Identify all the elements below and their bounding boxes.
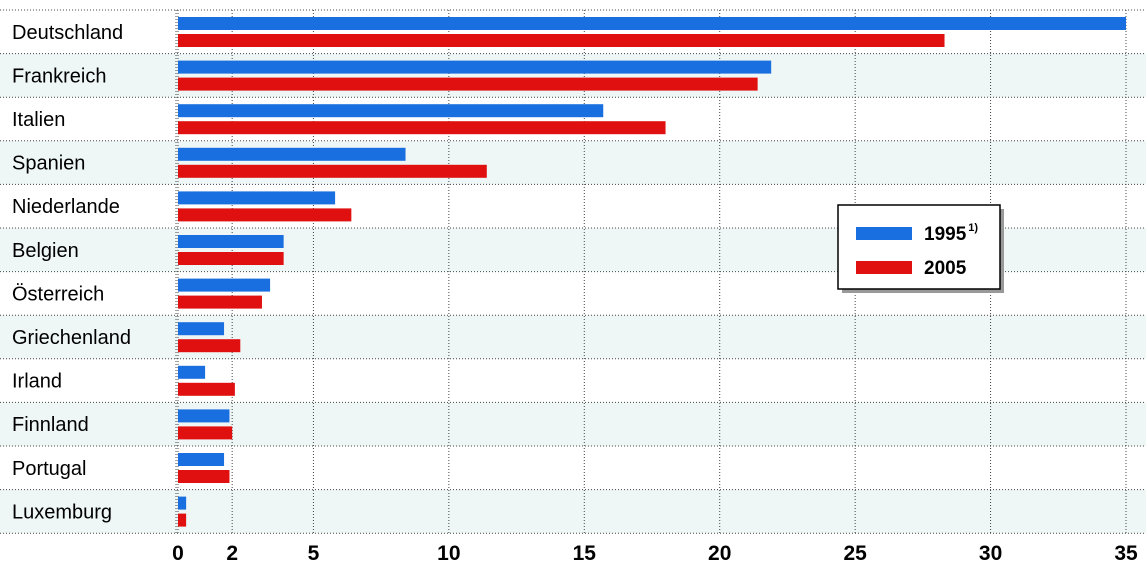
category-label: Luxemburg <box>12 501 112 523</box>
x-tick-label: 35 <box>1114 542 1138 565</box>
bar-1995-Spanien <box>178 147 406 161</box>
bar-1995-Österreich <box>178 278 271 292</box>
bar-1995-Frankreich <box>178 60 772 74</box>
category-labels: Deutschland Frankreich Italien Spanien Niede… <box>12 22 131 524</box>
row-band <box>0 489 1146 534</box>
category-label: Italien <box>12 109 65 131</box>
row-band <box>0 315 1146 359</box>
legend-label-2005: 2005 <box>924 258 967 279</box>
bar-2005-Italien <box>178 121 666 135</box>
row-band <box>0 53 1146 98</box>
bar-1995-Finnland <box>178 409 230 423</box>
bar-2005-Portugal <box>178 470 230 483</box>
bar-2005-Niederlande <box>178 208 352 222</box>
legend: 1995 1) 2005 <box>837 204 1004 293</box>
x-tick-label: 2 <box>226 542 238 565</box>
bar-1995-Italien <box>178 104 604 118</box>
bar-2005-Griechenland <box>178 339 241 353</box>
bar-1995-Griechenland <box>178 322 225 336</box>
bar-2005-Finnland <box>178 426 233 440</box>
bar-1995-Portugal <box>178 453 225 466</box>
legend-swatch-2005 <box>856 261 912 274</box>
bar-2005-Frankreich <box>178 77 758 91</box>
x-tick-label: 25 <box>843 542 867 565</box>
category-label: Frankreich <box>12 65 106 87</box>
bar-1995-Irland <box>178 365 206 379</box>
x-tick-label: 30 <box>979 542 1002 565</box>
x-tick-label: 15 <box>573 542 597 565</box>
bar-2005-Spanien <box>178 164 487 178</box>
x-tick-label: 0 <box>172 542 184 565</box>
bar-2005-Deutschland <box>178 34 945 47</box>
bar-2005-Irland <box>178 382 235 396</box>
category-label: Deutschland <box>12 22 123 44</box>
category-label: Österreich <box>12 283 104 305</box>
legend-label-1995: 1995 1) <box>924 222 978 245</box>
bar-1995-Luxemburg <box>178 496 187 510</box>
category-label: Belgien <box>12 240 79 262</box>
legend-box <box>837 204 1001 290</box>
category-label: Finnland <box>12 414 89 436</box>
category-label: Griechenland <box>12 327 131 349</box>
bar-1995-Belgien <box>178 235 284 248</box>
x-tick-labels: 0 2 5 10 15 20 25 30 35 <box>172 542 1138 565</box>
category-label: Irland <box>12 371 62 393</box>
row-band <box>0 402 1146 446</box>
x-tick-label: 5 <box>308 542 320 565</box>
row-band <box>0 140 1146 185</box>
category-label: Niederlande <box>12 196 120 218</box>
legend-swatch-1995 <box>856 227 912 240</box>
x-tick-label: 20 <box>708 542 731 565</box>
category-label: Spanien <box>12 153 85 175</box>
bar-2005-Luxemburg <box>178 513 187 527</box>
bars <box>178 17 1126 527</box>
bar-1995-Deutschland <box>178 17 1126 30</box>
bar-2005-Belgien <box>178 252 284 265</box>
x-tick-label: 10 <box>437 542 460 565</box>
category-label: Portugal <box>12 458 87 480</box>
bar-1995-Niederlande <box>178 191 336 205</box>
bar-2005-Österreich <box>178 295 262 309</box>
